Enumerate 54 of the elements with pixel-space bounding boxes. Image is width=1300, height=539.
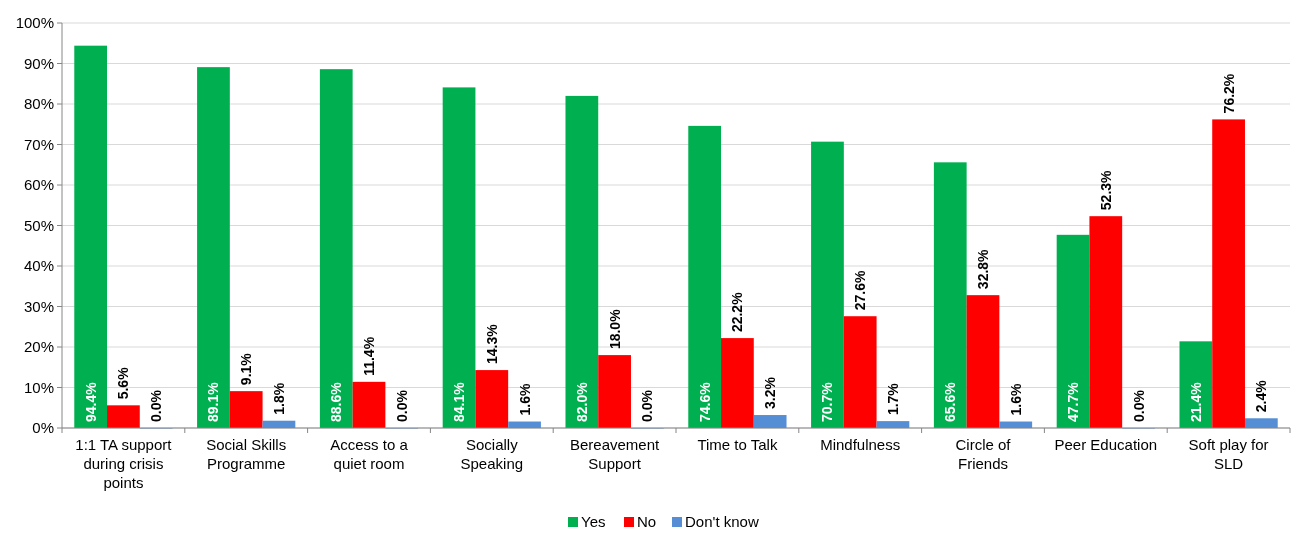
data-label: 18.0% bbox=[606, 308, 623, 350]
data-label: 1.8% bbox=[270, 382, 287, 415]
legend-label: Don't know bbox=[685, 513, 759, 530]
data-label: 76.2% bbox=[1220, 73, 1237, 114]
data-label: 65.6% bbox=[942, 381, 959, 422]
data-label: 88.6% bbox=[328, 381, 345, 422]
data-label: 27.6% bbox=[852, 269, 869, 311]
data-label: 22.2% bbox=[729, 291, 746, 333]
x-tick-label: 1:1 TA support during crisis points bbox=[75, 436, 173, 491]
x-tick-label: Peer Education bbox=[1054, 436, 1158, 453]
data-label: 5.6% bbox=[115, 366, 132, 400]
data-label: 9.1% bbox=[238, 352, 255, 386]
y-tick-label: 20% bbox=[23, 338, 54, 356]
data-label: 84.1% bbox=[451, 381, 468, 422]
data-label: 1.7% bbox=[884, 382, 901, 416]
data-label: 70.7% bbox=[819, 381, 836, 422]
y-tick-label: 70% bbox=[23, 135, 54, 153]
data-label: 0.0% bbox=[393, 389, 410, 422]
data-label: 3.2% bbox=[762, 376, 779, 410]
legend-label: No bbox=[637, 513, 657, 530]
data-label: 89.1% bbox=[205, 381, 222, 422]
data-label: 1.6% bbox=[1007, 383, 1024, 416]
y-tick-label: 80% bbox=[23, 95, 54, 113]
y-tick-label: 40% bbox=[23, 257, 54, 275]
y-tick-label: 10% bbox=[23, 378, 54, 396]
data-label: 52.3% bbox=[1097, 169, 1114, 211]
x-tick-label: Circle of Friends bbox=[955, 436, 1012, 472]
data-label: 82.0% bbox=[573, 381, 590, 422]
x-tick-label: Soft play for SLD bbox=[1188, 436, 1269, 472]
x-tick-label: Mindfulness bbox=[820, 436, 901, 453]
x-tick-label: Time to Talk bbox=[697, 436, 778, 453]
data-label: 14.3% bbox=[483, 323, 500, 365]
data-label: 32.8% bbox=[975, 248, 991, 290]
data-label: 0.0% bbox=[639, 389, 656, 422]
y-tick-label: 50% bbox=[23, 216, 54, 234]
x-tick-label: Socially Speaking bbox=[460, 436, 524, 472]
data-label: 2.4% bbox=[1253, 379, 1270, 413]
legend-label: Yes bbox=[581, 513, 606, 530]
data-label: 94.4% bbox=[82, 381, 99, 422]
data-label: 11.4% bbox=[361, 336, 377, 376]
data-label: 1.6% bbox=[516, 383, 533, 416]
y-tick-label: 60% bbox=[23, 176, 54, 194]
data-label: 74.6% bbox=[696, 381, 713, 422]
y-tick-label: 90% bbox=[23, 54, 54, 72]
x-tick-label: Social Skills Programme bbox=[206, 436, 287, 472]
y-tick-label: 100% bbox=[15, 14, 54, 32]
data-label: 47.7% bbox=[1065, 381, 1082, 422]
x-tick-label: Bereavement Support bbox=[569, 436, 661, 472]
data-label: 0.0% bbox=[1130, 389, 1147, 422]
data-label: 0.0% bbox=[148, 389, 165, 422]
y-tick-label: 30% bbox=[23, 297, 54, 315]
x-tick-label: Access to a quiet room bbox=[330, 436, 409, 472]
data-label: 21.4% bbox=[1187, 381, 1204, 422]
y-tick-label: 0% bbox=[32, 419, 54, 437]
